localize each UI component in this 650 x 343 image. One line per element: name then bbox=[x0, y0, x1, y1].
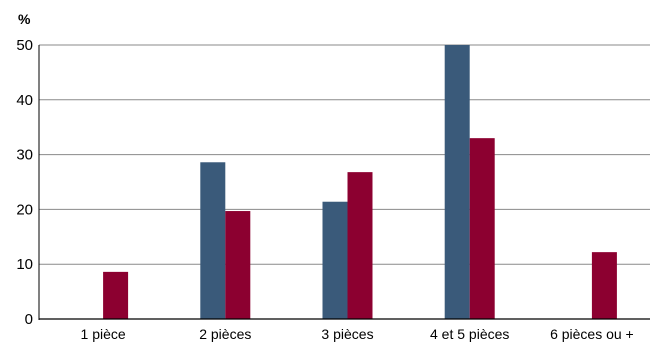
bar-series-2 bbox=[591, 252, 617, 319]
y-tick-label: 50 bbox=[16, 37, 33, 54]
y-tick-label: 20 bbox=[16, 201, 33, 218]
bar-series-1 bbox=[200, 162, 226, 319]
x-category-label: 1 pièce bbox=[81, 326, 126, 342]
y-tick-label: 0 bbox=[25, 311, 33, 328]
bar-series-1 bbox=[322, 201, 348, 319]
y-tick-label: 30 bbox=[16, 147, 33, 164]
bars bbox=[103, 45, 617, 319]
bar-series-2 bbox=[225, 211, 251, 319]
y-axis-unit-label: % bbox=[18, 11, 31, 27]
bar-series-1 bbox=[444, 45, 470, 319]
bar-series-2 bbox=[103, 271, 129, 319]
bar-series-2 bbox=[347, 172, 373, 319]
x-category-label: 2 pièces bbox=[199, 326, 251, 342]
x-category-label: 4 et 5 pièces bbox=[430, 326, 509, 342]
y-axis-ticks: 0 10 20 30 40 50 bbox=[16, 37, 33, 328]
bar-series-2 bbox=[469, 138, 495, 319]
y-tick-label: 40 bbox=[16, 92, 33, 109]
x-category-label: 3 pièces bbox=[321, 326, 373, 342]
gridlines bbox=[39, 44, 650, 265]
x-axis-category-labels: 1 pièce 2 pièces 3 pièces 4 et 5 pièces 6 pi… bbox=[81, 326, 634, 342]
x-category-label: 6 pièces ou + bbox=[550, 326, 634, 342]
y-tick-label: 10 bbox=[16, 256, 33, 273]
